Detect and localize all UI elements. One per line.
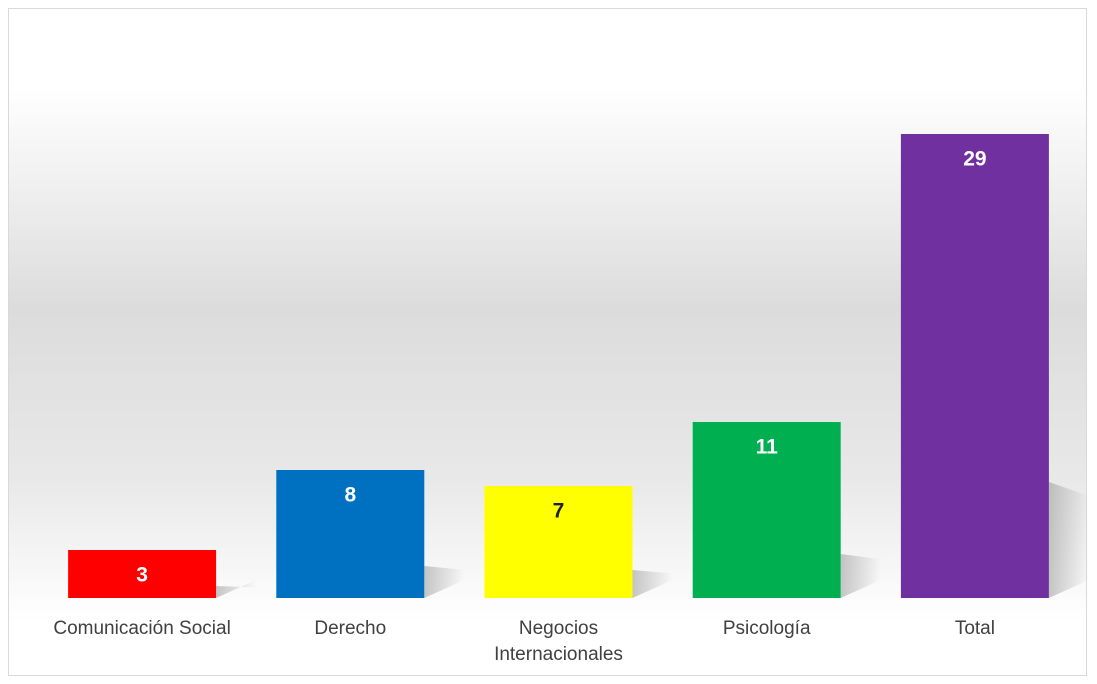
bar-shadow (840, 554, 881, 598)
bar-shadow (1048, 482, 1089, 598)
data-label: 7 (553, 500, 565, 523)
bar-shadow (216, 580, 257, 598)
x-tick-label: Comunicación Social (53, 618, 231, 639)
bar-shadow (632, 570, 673, 598)
data-label: 29 (963, 148, 986, 171)
bar-shadow (424, 566, 465, 598)
bar (692, 422, 841, 598)
x-tick-label: Psicología (722, 618, 811, 639)
x-tick-label: Total (954, 618, 995, 639)
data-label: 11 (756, 436, 779, 459)
bar (484, 486, 633, 598)
x-tick-label: Negocios Internacionales (494, 618, 623, 665)
data-label: 3 (136, 564, 148, 587)
bar (68, 550, 217, 598)
bar (900, 134, 1049, 598)
data-label: 8 (344, 484, 356, 507)
bar (276, 470, 425, 598)
x-tick-label: Derecho (314, 618, 387, 639)
